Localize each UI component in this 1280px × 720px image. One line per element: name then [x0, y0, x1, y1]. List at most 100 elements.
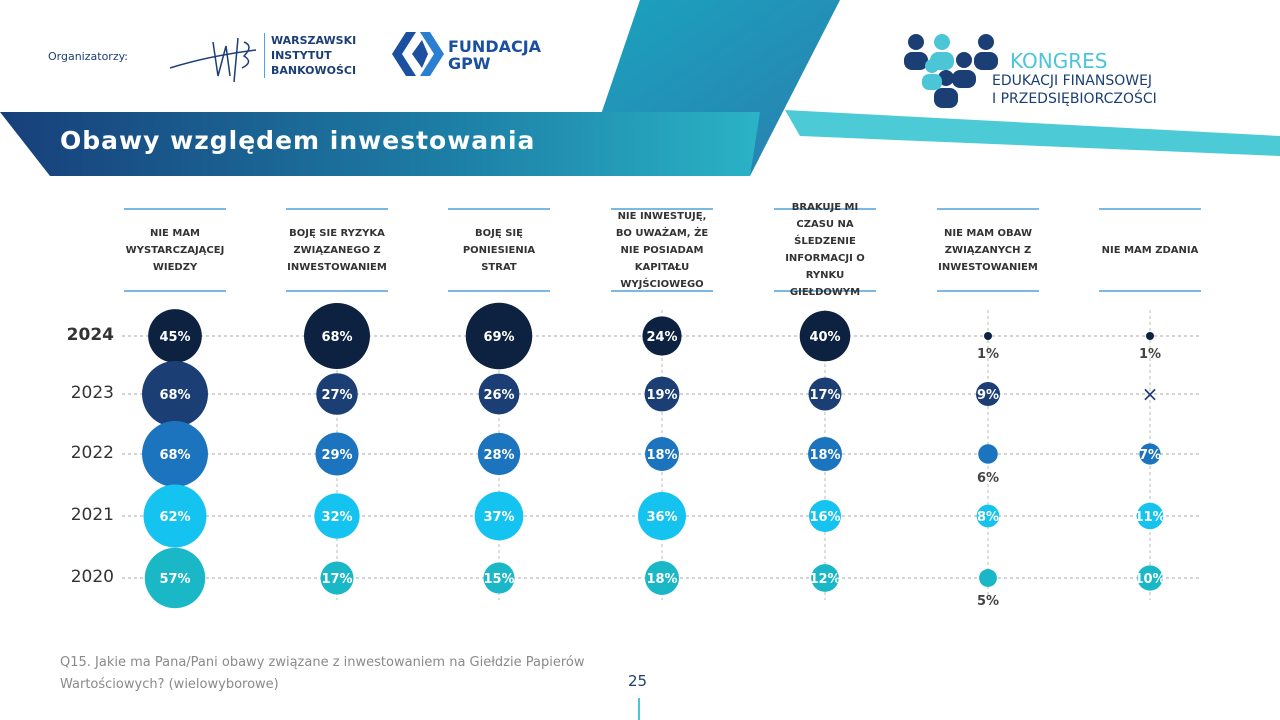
bubble: [477, 432, 521, 476]
bubble-label: 28%: [483, 448, 514, 463]
bubble-label: 68%: [159, 388, 190, 403]
bubble: [984, 332, 992, 340]
page-divider: [638, 698, 640, 720]
bubble-label: 40%: [809, 330, 840, 345]
bubble-label: 7%: [1139, 448, 1161, 463]
wib-line: INSTYTUT: [271, 49, 332, 62]
bubble-label: 5%: [977, 594, 999, 609]
page-number: 25: [628, 672, 648, 690]
wib-line: BANKOWOŚCI: [271, 64, 357, 77]
bubble: [799, 310, 851, 362]
bubble-chart: 45% 68% 69% 24% 40% 1% 1% 68% 27% 26% 19% 17% 9% × 68%…: [122, 302, 1200, 609]
bubble: [1146, 332, 1154, 340]
bubble: [316, 373, 358, 415]
bubble-label: 9%: [977, 388, 999, 403]
bubble-label: 1%: [977, 347, 999, 362]
bubble-label: 12%: [809, 572, 840, 587]
missing-marker: ×: [1142, 382, 1159, 406]
bubble-label: 17%: [809, 388, 840, 403]
bubble-label: 68%: [321, 330, 352, 345]
kongres-title: KONGRES: [1010, 49, 1108, 73]
column-header: BRAKUJE MI CZASU NA ŚLEDZENIE INFORMACJI…: [774, 202, 876, 298]
column-header-label: NIE MAM ZDANIA: [1101, 244, 1199, 256]
wib-line: WARSZAWSKI: [271, 34, 357, 47]
bubble: [645, 437, 679, 471]
bubble: [465, 302, 533, 370]
bubble-label: 6%: [977, 471, 999, 486]
organizers-label: Organizatorzy:: [48, 50, 129, 63]
column-header: NIE MAM WYSTARCZAJĄCEJ WIEDZY: [124, 208, 226, 292]
column-header: BOJĘ SIE RYZYKA ZWIĄZANEGO Z INWESTOWANI…: [286, 208, 388, 292]
bubble: [142, 361, 208, 427]
bubble: [645, 561, 679, 595]
column-header-label: BOJĘ SIĘ PONIESIENIA STRAT: [462, 227, 536, 273]
column-header: NIE MAM OBAW ZWIĄZANYCH Z INWESTOWANIEM: [937, 208, 1039, 292]
column-header-label: NIE INWESTUJĘ, BO UWAŻAM, ŻE NIE POSIADA…: [615, 210, 709, 290]
bubble-label: 26%: [483, 388, 514, 403]
bubble-label: 17%: [321, 572, 352, 587]
question-text: Q15. Jakie ma Pana/Pani obawy związane z…: [60, 655, 585, 692]
kongres-line: I PRZEDSIĘBIORCZOŚCI: [992, 91, 1157, 107]
bubble-label: 32%: [321, 510, 352, 525]
page-title: Obawy względem inwestowania: [60, 126, 536, 155]
bubble: [304, 303, 370, 369]
bubble: [474, 491, 524, 541]
bubble: [148, 309, 202, 363]
gpw-line: FUNDACJA: [448, 37, 542, 56]
bubble-label: 18%: [646, 448, 677, 463]
bubble: [976, 382, 1000, 406]
year-label: 2020: [70, 567, 114, 587]
bubble: [142, 421, 208, 487]
bubble-label: 24%: [646, 330, 677, 345]
bubble: [976, 504, 1000, 528]
header-background: [0, 0, 1280, 176]
bubble-label: 62%: [159, 510, 190, 525]
bubble-label: 11%: [1134, 510, 1165, 525]
bubble-label: 18%: [646, 572, 677, 587]
bubble: [314, 493, 360, 539]
kongres-subtitle: EDUKACJI FINANSOWEJ I PRZEDSIĘBIORCZOŚCI: [992, 72, 1157, 108]
wib-name: WARSZAWSKI INSTYTUT BANKOWOŚCI: [264, 33, 356, 78]
bubble-label: 68%: [159, 448, 190, 463]
bubble: [1137, 565, 1163, 591]
bubble-label: 27%: [321, 388, 352, 403]
bubble: [644, 376, 680, 412]
bubble: [320, 561, 354, 595]
bubble-label: 45%: [159, 330, 190, 345]
wib-logo: [169, 37, 257, 83]
bubble: [979, 569, 997, 587]
column-header: NIE INWESTUJĘ, BO UWAŻAM, ŻE NIE POSIADA…: [611, 208, 713, 292]
bubble-label: 37%: [483, 510, 514, 525]
bubble: [811, 564, 839, 592]
bubble-label: 1%: [1139, 347, 1161, 362]
bubble-label: 10%: [1134, 572, 1165, 587]
people-group-icon: [904, 34, 998, 108]
bubble-label: 19%: [646, 388, 677, 403]
bubble-label: 16%: [809, 510, 840, 525]
bubble-label: 18%: [809, 448, 840, 463]
bubble: [808, 377, 842, 411]
column-header-label: BRAKUJE MI CZASU NA ŚLEDZENIE INFORMACJI…: [785, 202, 865, 298]
bubble: [1136, 502, 1164, 530]
year-label: 2023: [70, 383, 114, 403]
bubble: [483, 562, 515, 594]
kongres-line: EDUKACJI FINANSOWEJ: [992, 73, 1153, 89]
bubble: [143, 484, 207, 548]
bubble: [478, 373, 520, 415]
column-header-label: NIE MAM OBAW ZWIĄZANYCH Z INWESTOWANIEM: [938, 227, 1038, 273]
year-label: 2024: [66, 325, 114, 345]
year-label: 2022: [70, 443, 114, 463]
column-header: NIE MAM ZDANIA: [1099, 208, 1201, 292]
bubble: [144, 547, 206, 609]
column-header-label: BOJĘ SIE RYZYKA ZWIĄZANEGO Z INWESTOWANI…: [287, 227, 387, 273]
bubble-label: 57%: [159, 572, 190, 587]
bubble-label: 29%: [321, 448, 352, 463]
bubble: [978, 444, 998, 464]
bubble: [809, 500, 841, 532]
bubble-label: 8%: [977, 510, 999, 525]
bubble: [808, 437, 842, 471]
bubble: [638, 492, 686, 540]
gpw-logo: [392, 32, 444, 76]
column-header-label: NIE MAM WYSTARCZAJĄCEJ WIEDZY: [125, 227, 225, 273]
column-header: BOJĘ SIĘ PONIESIENIA STRAT: [448, 208, 550, 292]
